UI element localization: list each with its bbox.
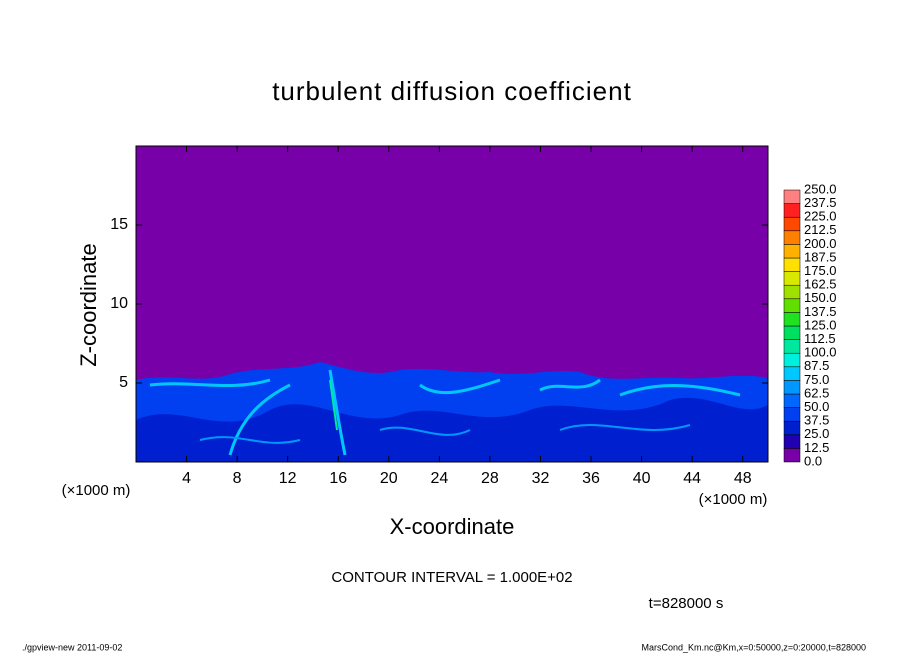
x-tick-label: 44 — [683, 470, 701, 487]
colorbar-label: 200.0 — [804, 236, 837, 251]
colorbar-label: 162.5 — [804, 277, 837, 292]
x-tick-label: 24 — [430, 470, 448, 487]
colorbar-swatch — [783, 366, 801, 381]
y-axis-label: Z-coordinate — [76, 243, 101, 367]
colorbar-swatch — [783, 189, 801, 204]
y-tick-label: 5 — [119, 374, 128, 391]
x-tick-label: 40 — [633, 470, 651, 487]
footer: MarsCond_Km.nc@Km,x=0:50000,z=0:20000,t=… — [641, 642, 866, 652]
x-tick-label: 4 — [182, 470, 191, 487]
colorbar-swatch — [783, 216, 801, 232]
annotation: t=828000 s — [649, 595, 724, 612]
colorbar-swatch — [783, 393, 801, 408]
x-tick-label: 32 — [532, 470, 550, 487]
colorbar-label: 12.5 — [804, 440, 829, 455]
field — [136, 362, 768, 462]
x-unit: (×1000 m) — [699, 491, 768, 508]
colorbar-label: 75.0 — [804, 372, 829, 387]
chart-title: turbulent diffusion coefficient — [272, 76, 632, 106]
colorbar-label: 150.0 — [804, 290, 837, 305]
colorbar-label: 37.5 — [804, 413, 829, 428]
annotation: CONTOUR INTERVAL = 1.000E+02 — [331, 569, 572, 586]
colorbar-swatch — [783, 284, 801, 300]
colorbar-swatch — [783, 325, 801, 340]
x-unit: (×1000 m) — [62, 482, 131, 499]
x-tick-label: 20 — [380, 470, 398, 487]
x-tick-label: 8 — [233, 470, 242, 487]
footer: ./gpview-new 2011-09-02 — [22, 642, 122, 652]
colorbar-label: 100.0 — [804, 345, 837, 360]
colorbar-label: 225.0 — [804, 209, 837, 224]
x-tick-label: 28 — [481, 470, 499, 487]
colorbar-label: 62.5 — [804, 385, 829, 400]
colorbar-label: 137.5 — [804, 304, 837, 319]
colorbar-swatch — [783, 230, 801, 245]
colorbar-swatch — [783, 271, 801, 286]
colorbar-swatch — [783, 380, 801, 395]
colorbar-label: 175.0 — [804, 263, 837, 278]
colorbar-swatch — [783, 448, 801, 463]
colorbar-label: 125.0 — [804, 317, 837, 332]
colorbar-label: 212.5 — [804, 222, 837, 237]
y-tick-label: 15 — [110, 216, 128, 233]
x-tick-label: 16 — [329, 470, 347, 487]
colorbar-label: 237.5 — [804, 195, 837, 210]
colorbar-swatch — [783, 244, 801, 259]
colorbar-swatch — [783, 257, 801, 272]
colorbar-label: 87.5 — [804, 358, 829, 373]
colorbar-label: 250.0 — [804, 181, 837, 196]
colorbar-label: 112.5 — [804, 331, 836, 346]
x-tick-label: 36 — [582, 470, 600, 487]
colorbar-swatch — [783, 312, 801, 327]
colorbar-swatch — [783, 420, 801, 436]
colorbar-label: 187.5 — [804, 249, 837, 264]
x-axis-label: X-coordinate — [390, 514, 515, 539]
colorbar-label: 0.0 — [804, 453, 822, 468]
colorbar-label: 50.0 — [804, 399, 829, 414]
colorbar-swatch — [783, 352, 801, 368]
colorbar-swatch — [783, 339, 801, 354]
colorbar-swatch — [783, 407, 801, 422]
colorbar-swatch — [783, 434, 801, 449]
y-tick-label: 10 — [110, 295, 128, 312]
x-tick-label: 12 — [279, 470, 297, 487]
colorbar-swatch — [783, 203, 801, 218]
colorbar-label: 25.0 — [804, 426, 829, 441]
colorbar-swatch — [783, 298, 801, 313]
x-tick-label: 48 — [734, 470, 752, 487]
